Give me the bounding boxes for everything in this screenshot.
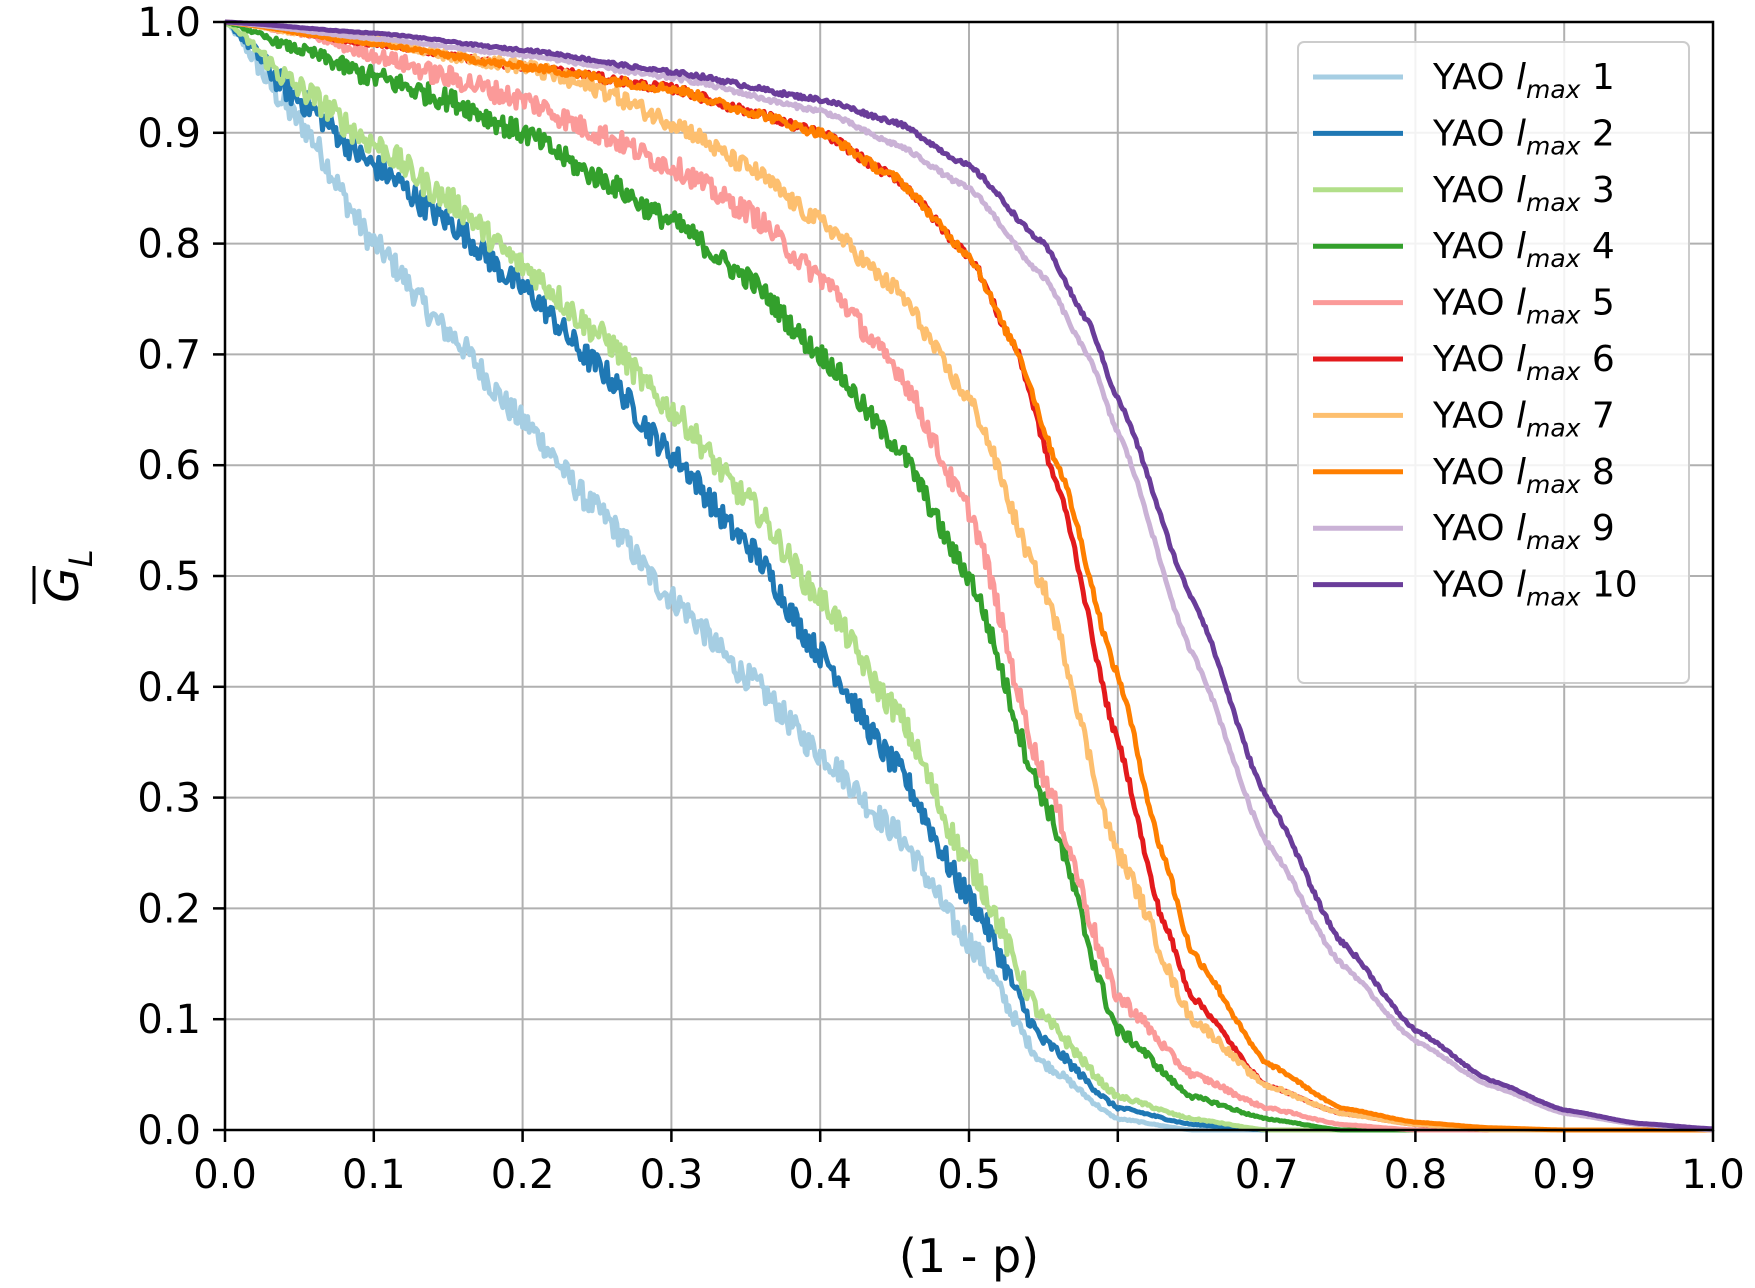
legend-label-sub: max — [1526, 583, 1581, 612]
legend-label-sub: max — [1526, 357, 1581, 386]
legend-label-symbol: l — [1516, 508, 1526, 549]
legend-label-symbol: l — [1516, 395, 1526, 436]
x-tick-label: 0.4 — [788, 1152, 852, 1198]
y-tick-label: 0.5 — [137, 554, 201, 600]
legend-label-2: YAO lmax 2 — [1432, 113, 1615, 160]
legend-label-num: 3 — [1580, 170, 1614, 211]
y-axis: 0.0 0.1 0.2 0.3 0.4 0.5 0.6 0.7 0.8 0.9 1.0 — [137, 0, 225, 1154]
legend-label-6: YAO lmax 6 — [1432, 339, 1615, 386]
legend-label-symbol: l — [1516, 226, 1526, 267]
y-tick-label: 0.1 — [137, 997, 201, 1043]
legend-label-symbol: l — [1516, 283, 1526, 324]
y-tick-label: 0.0 — [137, 1108, 201, 1154]
legend-label-name: YAO — [1432, 508, 1516, 549]
legend-label-sub: max — [1526, 470, 1581, 499]
x-tick-label: 0.8 — [1384, 1152, 1448, 1198]
legend-label-sub: max — [1526, 301, 1581, 330]
legend-label-name: YAO — [1432, 226, 1516, 267]
legend-box — [1297, 41, 1690, 684]
legend-label-3: YAO lmax 3 — [1432, 170, 1615, 217]
x-tick-label: 0.6 — [1086, 1152, 1150, 1198]
legend-label-symbol: l — [1516, 170, 1526, 211]
legend-label-name: YAO — [1432, 170, 1516, 211]
legend-label-sub: max — [1526, 526, 1581, 555]
legend-label-name: YAO — [1432, 565, 1516, 606]
x-tick-label: 0.9 — [1532, 1152, 1596, 1198]
legend-label-num: 10 — [1580, 565, 1637, 606]
legend-label-sub: max — [1526, 75, 1581, 104]
x-tick-label: 0.5 — [937, 1152, 1001, 1198]
y-tick-label: 0.4 — [137, 665, 201, 711]
legend-label-sub: max — [1526, 244, 1581, 273]
legend-label-name: YAO — [1432, 57, 1516, 98]
legend-label-7: YAO lmax 7 — [1432, 395, 1615, 442]
legend-label-name: YAO — [1432, 283, 1516, 324]
x-tick-label: 1.0 — [1681, 1152, 1745, 1198]
legend-label-name: YAO — [1432, 395, 1516, 436]
series-line-8 — [224, 19, 1714, 1133]
series-line-10 — [224, 19, 1714, 1132]
legend-label-9: YAO lmax 9 — [1432, 508, 1615, 555]
legend-label-num: 7 — [1580, 395, 1614, 436]
legend-label-name: YAO — [1432, 113, 1516, 154]
y-tick-label: 1.0 — [137, 0, 201, 46]
legend-label-symbol: l — [1516, 57, 1526, 98]
y-tick-label: 0.6 — [137, 443, 201, 489]
legend-label-num: 8 — [1580, 452, 1614, 493]
y-tick-label: 0.3 — [137, 776, 201, 822]
y-tick-label: 0.2 — [137, 886, 201, 932]
legend-label-sub: max — [1526, 131, 1581, 160]
legend-label-sub: max — [1526, 188, 1581, 217]
legend-label-4: YAO lmax 4 — [1432, 226, 1615, 273]
legend-label-num: 2 — [1580, 113, 1614, 154]
legend-label-num: 4 — [1580, 226, 1614, 267]
legend-label-10: YAO lmax 10 — [1432, 565, 1638, 612]
legend-label-symbol: l — [1516, 339, 1526, 380]
legend-label-5: YAO lmax 5 — [1432, 283, 1615, 330]
legend-label-num: 6 — [1580, 339, 1614, 380]
y-tick-label: 0.9 — [137, 111, 201, 157]
legend-label-name: YAO — [1432, 452, 1516, 493]
y-tick-label: 0.8 — [137, 222, 201, 268]
y-axis-title-sub: L — [62, 549, 100, 567]
y-axis-title-main: G — [35, 567, 89, 603]
legend-label-num: 5 — [1580, 283, 1614, 324]
legend-label-num: 9 — [1580, 508, 1614, 549]
x-tick-label: 0.1 — [342, 1152, 406, 1198]
y-axis-title: GL — [32, 549, 100, 604]
legend-label-symbol: l — [1516, 565, 1526, 606]
x-tick-label: 0.2 — [491, 1152, 555, 1198]
y-tick-label: 0.7 — [137, 332, 201, 378]
legend-label-symbol: l — [1516, 113, 1526, 154]
legend-label-8: YAO lmax 8 — [1432, 452, 1615, 499]
legend-label-num: 1 — [1580, 57, 1614, 98]
x-axis: 0.0 0.1 0.2 0.3 0.4 0.5 0.6 0.7 0.8 0.9 1.0 — [193, 1130, 1745, 1198]
series-line-9 — [224, 19, 1714, 1133]
x-axis-title: (1 - p) — [899, 1229, 1039, 1283]
legend-label-sub: max — [1526, 413, 1581, 442]
legend-label-name: YAO — [1432, 339, 1516, 380]
x-tick-label: 0.7 — [1235, 1152, 1299, 1198]
svg-text:GL: GL — [35, 549, 100, 602]
x-tick-label: 0.0 — [193, 1152, 257, 1198]
legend-label-1: YAO lmax 1 — [1432, 57, 1615, 104]
x-tick-label: 0.3 — [640, 1152, 704, 1198]
legend-label-symbol: l — [1516, 452, 1526, 493]
